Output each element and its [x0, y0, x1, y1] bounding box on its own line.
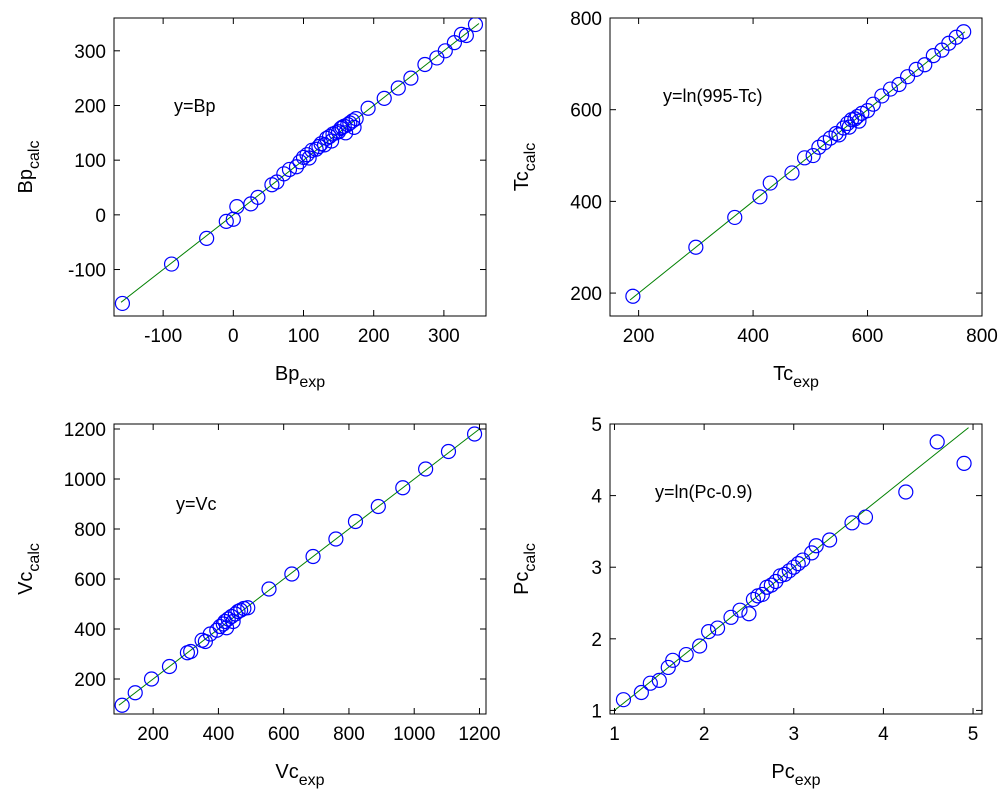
y-tick-label: -100	[68, 261, 106, 282]
y-tick-label: 1000	[64, 470, 106, 491]
y-tick-label: 100	[74, 151, 106, 172]
y-axis-label: Tccalc	[511, 143, 539, 191]
x-tick-label: 800	[966, 326, 998, 347]
chart-vc: 200 400 600 800 1000 1200 200 400 600 800 1000 1200…	[15, 420, 501, 789]
x-tick-label: 2	[699, 724, 710, 745]
x-tick-label: 100	[288, 326, 320, 347]
y-tick-label: 300	[74, 42, 106, 63]
x-tick-label: 1	[609, 724, 620, 745]
y-tick-label: 800	[570, 9, 602, 30]
equation-annotation: y=Bp	[174, 96, 216, 116]
y-tick-label: 800	[74, 520, 106, 541]
y-tick-label: 600	[570, 101, 602, 122]
x-tick-label: 3	[788, 724, 799, 745]
equation-annotation: y=ln(995-Tc)	[663, 86, 763, 106]
y-tick-label: 3	[591, 558, 602, 579]
x-tick-label: 0	[228, 326, 239, 347]
y-axis-label: Pccalc	[511, 543, 539, 595]
x-tick-label: 5	[968, 724, 979, 745]
chart-pc: 1 2 3 4 5 1 2 3 4 5 y=ln(Pc-0.9) Pcexp Pccalc	[511, 415, 982, 789]
chart-bp: -100 0 100 200 300 -100 0 100 200 300 y=Bp Bpexp Bpc…	[15, 18, 486, 391]
y-tick-label: 1	[591, 701, 602, 722]
x-tick-label: 1200	[458, 724, 500, 745]
x-tick-label: 1000	[393, 724, 435, 745]
plot-frame	[114, 424, 486, 714]
x-tick-label: 400	[737, 326, 769, 347]
y-tick-label: 200	[74, 670, 106, 691]
x-axis-label: Pcexp	[771, 761, 820, 789]
y-tick-label: 2	[591, 630, 602, 651]
x-tick-label: 600	[268, 724, 300, 745]
y-tick-label: 400	[570, 192, 602, 213]
y-tick-label: 5	[591, 415, 602, 436]
x-axis-label: Vcexp	[275, 761, 324, 789]
x-tick-label: 200	[358, 326, 390, 347]
x-axis-label: Tcexp	[773, 363, 819, 391]
x-tick-label: 4	[878, 724, 889, 745]
y-tick-label: 4	[591, 487, 602, 508]
x-tick-label: 200	[137, 724, 169, 745]
y-tick-label: 200	[74, 96, 106, 117]
y-axis-label: Bpcalc	[15, 141, 43, 194]
equation-annotation: y=Vc	[176, 494, 217, 514]
y-tick-label: 400	[74, 620, 106, 641]
y-tick-label: 200	[570, 284, 602, 305]
y-tick-label: 1200	[64, 420, 106, 441]
equation-annotation: y=ln(Pc-0.9)	[655, 482, 753, 502]
x-tick-label: 200	[623, 326, 655, 347]
y-tick-label: 0	[95, 206, 106, 227]
x-axis-label: Bpexp	[275, 363, 325, 391]
x-tick-label: 400	[203, 724, 235, 745]
x-tick-label: 800	[333, 724, 365, 745]
y-tick-label: 600	[74, 570, 106, 591]
x-tick-label: 300	[428, 326, 460, 347]
x-tick-label: -100	[144, 326, 182, 347]
chart-tc: 200 400 600 800 200 400 600 800 y=ln(995-Tc) Tcex…	[511, 9, 998, 391]
y-axis-label: Vccalc	[15, 543, 43, 595]
x-tick-label: 600	[852, 326, 884, 347]
